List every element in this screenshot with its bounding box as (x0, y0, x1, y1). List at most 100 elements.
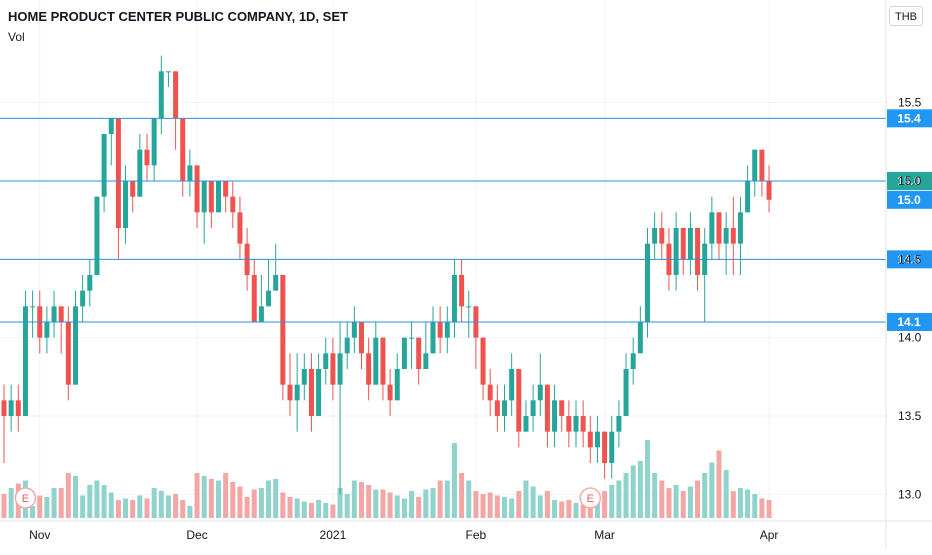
candle-body (459, 275, 465, 307)
x-tick-label: Dec (186, 528, 207, 542)
volume-bar (516, 491, 522, 518)
volume-bar (230, 482, 236, 518)
y-tick-label: 13.0 (898, 487, 922, 501)
candle-body (487, 384, 493, 401)
level-label: 14.5 (897, 252, 921, 266)
price-label-box (887, 190, 932, 209)
candle-body (523, 416, 529, 432)
candle-body (1, 400, 7, 416)
volume-bar (666, 488, 672, 518)
volume-bar (580, 504, 586, 518)
candle-body (316, 369, 322, 416)
volume-bar (165, 495, 171, 518)
volume-bar (409, 491, 415, 518)
candle-body (351, 322, 357, 338)
candle-body (645, 243, 650, 322)
volume-bar (258, 488, 264, 518)
y-tick-label: 15.5 (898, 96, 922, 110)
volume-bar (251, 489, 257, 518)
volume-bar (730, 491, 736, 518)
volume-bar (680, 491, 686, 518)
level-label-box (887, 313, 932, 331)
level-label: 14.1 (897, 315, 921, 329)
candle-body (552, 400, 558, 432)
earnings-marker[interactable]: E (579, 487, 602, 509)
volume-bar (58, 488, 64, 518)
volume-bar (123, 498, 129, 518)
candle-body (144, 149, 150, 166)
volume-bar (673, 485, 679, 518)
volume-bar (344, 494, 350, 518)
candle-body (301, 369, 307, 385)
currency-button[interactable]: THB (889, 6, 923, 26)
candle-body (158, 71, 164, 119)
candle-body (151, 118, 157, 166)
volume-bar (187, 506, 193, 518)
volume-bar (194, 473, 200, 518)
volume-bar (559, 501, 565, 518)
volume-bar (280, 492, 286, 518)
volume-bar (330, 504, 336, 518)
volume-bar (623, 473, 629, 518)
candle-body (616, 416, 622, 432)
candle-body (187, 165, 193, 181)
candle-body (716, 212, 722, 244)
earnings-marker[interactable]: E (14, 487, 37, 509)
candle-body (687, 228, 693, 260)
candle-body (208, 181, 214, 213)
candle-body (466, 306, 472, 308)
volume-bar (137, 495, 143, 518)
volume-bar (566, 500, 572, 518)
volume-bar (373, 489, 379, 518)
volume-bar (695, 480, 701, 518)
volume-bar (266, 480, 272, 518)
candle-body (280, 275, 286, 385)
volume-bar (537, 495, 543, 518)
volume-bar (487, 492, 493, 518)
level-label-box (887, 109, 932, 128)
candle-layer (1, 55, 772, 495)
volume-bar (451, 443, 457, 518)
volume-bar (37, 495, 43, 518)
candle-body (659, 228, 665, 244)
candle-body (652, 228, 658, 244)
candle-body (258, 306, 264, 322)
volume-bar (244, 497, 250, 518)
candle-body (437, 322, 443, 338)
candle-body (530, 400, 536, 416)
volume-bar (30, 506, 36, 518)
volume-bar (502, 497, 507, 518)
volume-bar (687, 486, 693, 518)
volume-bar (301, 501, 307, 518)
volume-bar (73, 476, 78, 518)
volume-bar (308, 503, 314, 518)
candle-body (137, 149, 143, 197)
candle-body (15, 400, 21, 416)
volume-bar (144, 498, 150, 518)
volume-bar (552, 500, 558, 518)
candle-body (65, 322, 71, 385)
candle-body (709, 212, 715, 244)
volume-bar (530, 486, 536, 518)
candle-body (502, 400, 507, 416)
volume-bar (294, 498, 300, 518)
earnings-marker-label: E (22, 493, 29, 505)
volume-bar (737, 488, 743, 518)
candle-body (695, 228, 701, 275)
volume-bar (416, 497, 422, 518)
x-tick-label: Feb (466, 528, 487, 542)
candle-body (380, 337, 386, 385)
candle-body (451, 275, 457, 322)
volume-bar (602, 491, 608, 518)
candle-body (637, 322, 643, 354)
volume-bar (201, 476, 207, 518)
volume-bar (1, 494, 7, 518)
candle-body (223, 181, 229, 197)
candle-body (44, 322, 50, 338)
volume-indicator-label[interactable]: Vol (8, 30, 25, 44)
volume-bar (115, 500, 121, 518)
candle-body (623, 369, 629, 416)
